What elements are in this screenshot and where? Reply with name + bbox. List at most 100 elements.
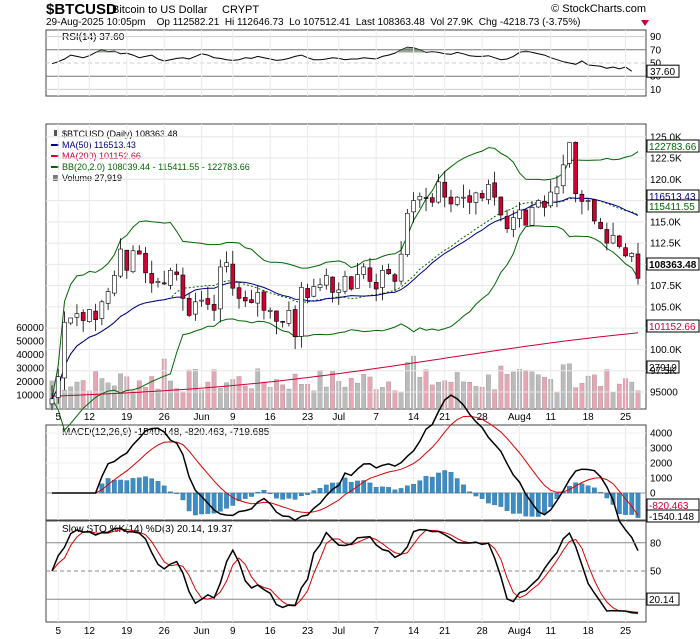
volume-bar xyxy=(417,376,423,410)
macd-histogram-bar xyxy=(448,472,454,494)
candle-body xyxy=(380,270,385,288)
macd-histogram-bar xyxy=(143,476,148,494)
volume-bar xyxy=(242,385,248,410)
candle-body xyxy=(55,376,61,398)
volume-bar xyxy=(180,391,186,410)
macd-histogram-bar xyxy=(423,476,429,494)
macd-histogram-bar xyxy=(274,492,279,499)
x-tick-label: 25 xyxy=(620,412,632,423)
sto-legend: Slow STO %K(14) %D(3) 20.14, 19.37 xyxy=(62,524,233,535)
volume-bar xyxy=(454,372,460,410)
candle-body xyxy=(62,321,67,379)
macd-histogram-bar xyxy=(517,492,522,514)
candle-body xyxy=(292,309,298,337)
macd-histogram-bar xyxy=(111,479,117,494)
price-tick-label: 122.5K xyxy=(650,154,682,165)
candle-body xyxy=(398,253,404,282)
candle-body xyxy=(405,213,410,255)
price-tag-box xyxy=(646,319,700,333)
volume-bar xyxy=(392,390,398,410)
candle-body xyxy=(68,317,74,324)
volume-bar xyxy=(342,386,348,410)
x-tick-label: 21 xyxy=(439,412,451,423)
volume-bar xyxy=(598,386,603,410)
price-tick-label: 105.0K xyxy=(650,302,682,313)
macd-histogram-bar xyxy=(348,482,354,494)
candle-body xyxy=(105,291,111,304)
macd-histogram-bar xyxy=(249,492,254,497)
x-tick-label: 23 xyxy=(302,626,314,637)
candle-body xyxy=(486,184,491,200)
price-tag: 115411.55 xyxy=(649,202,695,213)
sto-tag-box xyxy=(646,592,680,606)
macd-tick-label: 4000 xyxy=(650,429,673,440)
x-tick-label: 19 xyxy=(121,626,133,637)
candle-body xyxy=(93,310,98,320)
copyright: © StockCharts.com xyxy=(551,3,646,15)
x-tick-label: 18 xyxy=(583,626,595,637)
candle-body xyxy=(299,287,304,337)
candle-body xyxy=(224,262,229,267)
rsi-overbought-fill xyxy=(407,47,414,53)
macd-histogram-bar xyxy=(616,492,622,515)
macd-histogram-bar xyxy=(436,472,441,494)
candle-body xyxy=(136,250,142,255)
price-tag: 116513.43 xyxy=(649,192,696,203)
x-tick-label: Jun xyxy=(194,412,210,423)
rsi-overbought-fill xyxy=(101,49,109,53)
ma50-line xyxy=(51,197,639,400)
candle-body xyxy=(168,270,173,286)
macd-histogram-bar xyxy=(217,492,223,512)
rsi-tick-label: 10 xyxy=(650,85,662,96)
macd-histogram-bar xyxy=(585,485,591,494)
macd-histogram-bar xyxy=(373,487,379,494)
macd-tag: -820.463 xyxy=(649,501,689,512)
price-tick-label: 112.5K xyxy=(650,239,681,250)
volume-bar xyxy=(629,381,635,410)
x-tick-label: 14 xyxy=(408,626,420,637)
macd-histogram-bar xyxy=(155,481,161,494)
macd-histogram-bar xyxy=(417,480,423,494)
ma50-legend: MA(50) 116513.43 xyxy=(62,140,136,150)
macd-histogram-bar xyxy=(299,492,304,497)
rsi-panel: RSI(14) 37.60 xyxy=(45,29,647,97)
volume-bar xyxy=(149,376,155,410)
volume-bar xyxy=(616,383,622,410)
candle-body xyxy=(99,301,105,319)
down-arrow-icon xyxy=(641,20,649,26)
bb-legend: BB(20,2.0) 108039.44 - 115411.55 - 12278… xyxy=(62,162,250,172)
volume-bar xyxy=(579,383,585,410)
volume-bar xyxy=(398,391,404,410)
bb-middle-line xyxy=(51,197,639,400)
volume-bar xyxy=(542,377,547,410)
volume-bar xyxy=(560,364,566,410)
candle-body xyxy=(479,193,485,199)
volume-bar xyxy=(498,365,504,410)
volume-bar xyxy=(323,386,329,410)
candle-body xyxy=(542,200,547,208)
volume-bar xyxy=(274,379,279,410)
candle-body xyxy=(274,310,279,322)
macd-histogram-bar xyxy=(130,478,136,494)
macd-histogram-bar xyxy=(598,492,603,494)
macd-panel: MACD(12,26,9) -1540.148, -820.463, -719.… xyxy=(45,424,647,521)
volume-bar xyxy=(224,382,229,410)
macd-histogram-bar xyxy=(473,492,479,497)
candle-body xyxy=(124,249,130,271)
macd-tick-label: 3000 xyxy=(650,444,673,455)
candle-body xyxy=(386,268,391,275)
macd-histogram-bar xyxy=(442,470,448,494)
symbol-title: $BTCUSD xyxy=(46,1,117,18)
macd-histogram-bar xyxy=(361,480,367,494)
macd-histogram-bar xyxy=(623,492,628,515)
volume-bar xyxy=(467,381,473,410)
candle-body xyxy=(249,299,254,303)
candle-body xyxy=(155,281,161,283)
candle-body xyxy=(429,197,435,203)
volume-bar xyxy=(386,381,391,410)
x-tick-label: 26 xyxy=(159,626,171,637)
candle-body xyxy=(454,196,460,205)
rsi-overbought-fill xyxy=(394,49,402,53)
macd-histogram-bar xyxy=(635,492,641,518)
candle-body xyxy=(573,142,578,195)
